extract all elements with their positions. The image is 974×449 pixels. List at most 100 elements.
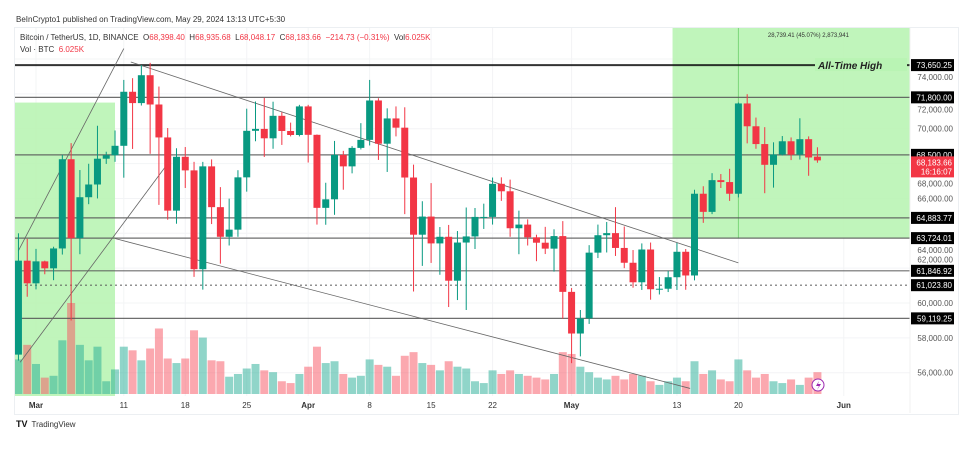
candle-body (726, 182, 734, 194)
candle-body (515, 224, 523, 229)
candle-body (102, 155, 110, 159)
level-price-label: 71,800.00 (916, 93, 952, 102)
price-axis-tick: 56,000.00 (917, 369, 953, 378)
volume-bar (128, 350, 137, 394)
volume-bar (84, 360, 93, 394)
volume-bar (602, 379, 611, 394)
volume-bar (672, 377, 681, 394)
volume-bar (743, 370, 752, 394)
volume-bar (558, 352, 567, 394)
level-price-tag (911, 59, 954, 72)
candle-body (15, 260, 22, 355)
volume-bar (339, 373, 348, 394)
volume-bar (260, 370, 269, 394)
candle-body (682, 251, 690, 276)
symbol-name[interactable]: Bitcoin / TetherUS, 1D, BINANCE (20, 33, 139, 42)
volume-bar (277, 381, 286, 394)
last-price-tag (911, 156, 954, 178)
candle-body (260, 128, 268, 139)
volume-bar (207, 360, 216, 394)
candle-body (787, 141, 795, 155)
candle-body (594, 235, 602, 253)
candle-body (410, 177, 418, 235)
candle-body (269, 115, 277, 139)
volume-bar (611, 375, 620, 394)
volume-bar (699, 373, 708, 394)
candle-body (620, 247, 628, 263)
volume-bar (453, 366, 462, 394)
time-axis-tick: Mar (29, 401, 43, 410)
candle-body (462, 236, 470, 243)
candle-body (234, 177, 242, 230)
candle-body (41, 261, 49, 269)
candle-body (603, 233, 611, 236)
candle-body (383, 118, 391, 144)
candle-body (734, 103, 742, 194)
candle-body (216, 207, 224, 237)
volume-bar (778, 383, 787, 394)
volume-bar (163, 358, 172, 394)
open-label: O (143, 33, 150, 42)
volume-bar (251, 363, 260, 394)
open-value: 68,398.40 (149, 33, 185, 42)
candle-body (480, 216, 488, 218)
level-price-tag (911, 264, 954, 277)
candle-body (699, 193, 707, 212)
candle-body (85, 184, 93, 198)
volume-indicator-label[interactable]: Vol · BTC (20, 45, 55, 54)
volume-legend: Vol · BTC 6.025K (20, 45, 84, 54)
volume-bar (111, 369, 120, 394)
vol-label: Vol (393, 33, 406, 42)
volume-bar (190, 330, 199, 394)
volume-bar (216, 361, 225, 394)
all-time-high-label: All-Time High (817, 61, 882, 72)
range-measure-label: 28,739.41 (45.07%) 2,873,941 (768, 33, 850, 39)
candle-body (506, 191, 514, 229)
candle-body (541, 242, 549, 249)
vol-value: 6.025K (405, 33, 431, 42)
change-value: −214.73 (−0.31%) (325, 33, 390, 42)
candle-body (155, 104, 163, 138)
volume-bar (409, 352, 418, 394)
tradingview-logo[interactable]: TV TradingView (16, 419, 76, 429)
level-price-label: 68,500.00 (916, 151, 952, 160)
volume-bar (365, 359, 374, 394)
volume-bar (391, 375, 400, 394)
volume-bar (304, 366, 313, 394)
price-axis-tick: 66,000.00 (917, 194, 953, 203)
volume-bar (181, 358, 190, 394)
price-axis-tick: 60,000.00 (917, 299, 953, 308)
price-axis-tick: 68,000.00 (917, 179, 953, 188)
volume-bar (418, 363, 427, 394)
candle-body (647, 249, 655, 290)
candle-body (796, 139, 804, 155)
volume-bar (444, 361, 453, 394)
volume-bar (725, 381, 734, 394)
candle-body (585, 252, 593, 319)
time-axis-tick: 11 (120, 401, 129, 410)
candle-body (295, 106, 303, 135)
price-axis-tick: 70,000.00 (917, 125, 953, 134)
price-axis-tick: 64,000.00 (917, 246, 953, 255)
price-axis-tick: 58,000.00 (917, 334, 953, 343)
volume-bar (15, 359, 23, 394)
volume-bar (514, 373, 523, 394)
volume-bar (321, 363, 330, 394)
candle-body (532, 237, 540, 243)
volume-bar (102, 381, 111, 394)
volume-bar (312, 346, 321, 394)
candle-body (252, 128, 259, 131)
volume-bar (348, 377, 357, 394)
candle-body (752, 126, 760, 145)
candle-body (392, 118, 400, 128)
candle-body (243, 130, 251, 178)
candle-body (58, 159, 66, 249)
plot-area: All-Time High (15, 28, 910, 396)
volume-bar (497, 373, 506, 394)
price-axis-tick: 72,000.00 (917, 105, 953, 114)
candle-body (708, 180, 716, 212)
candle-body (489, 183, 497, 217)
volume-bar (795, 384, 804, 394)
